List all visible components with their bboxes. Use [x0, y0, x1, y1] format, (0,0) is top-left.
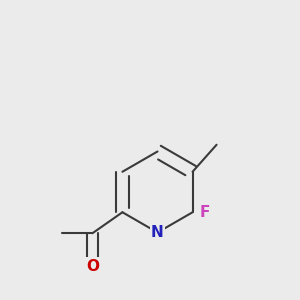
Text: O: O [86, 259, 99, 274]
Text: N: N [151, 225, 164, 240]
Text: F: F [200, 205, 210, 220]
